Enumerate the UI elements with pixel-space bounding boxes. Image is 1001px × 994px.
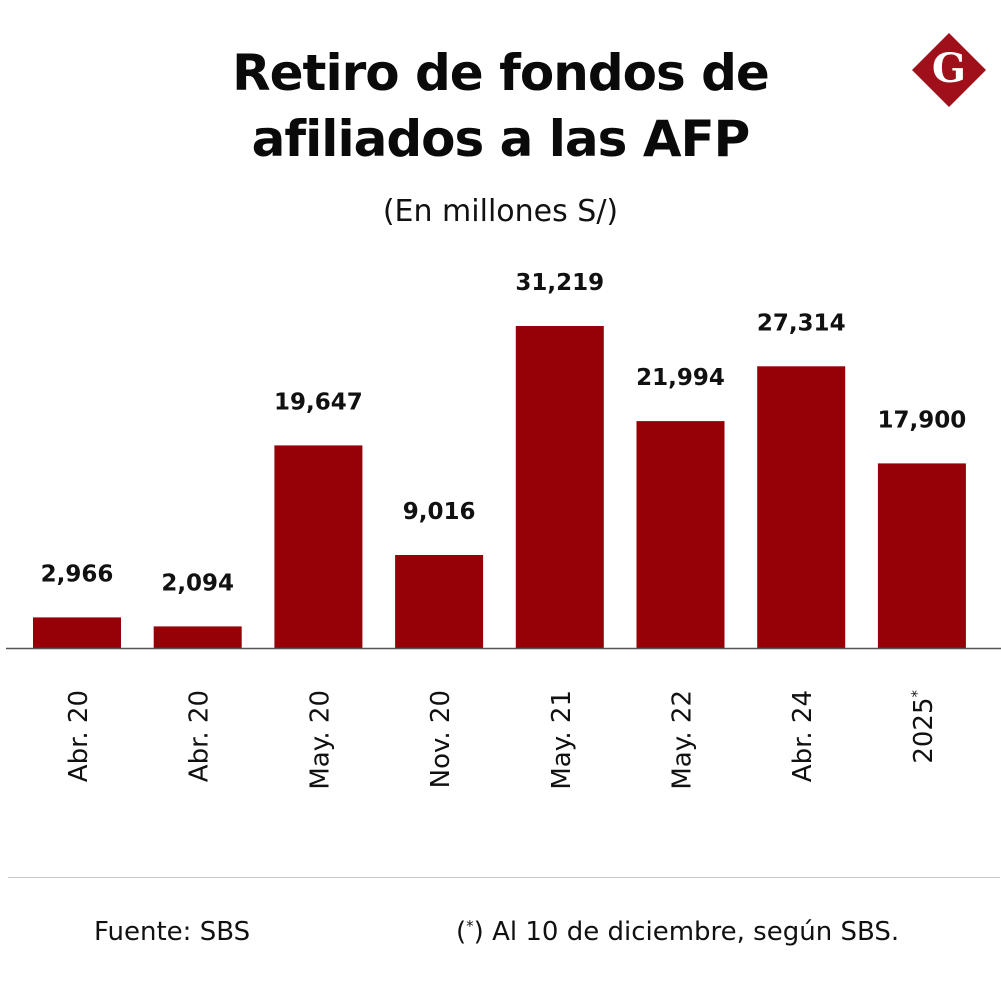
x-tick-label: Abr. 20 <box>185 690 215 782</box>
source-note: Fuente: SBS <box>94 917 251 947</box>
bar <box>636 421 725 648</box>
footnote: (*) Al 10 de diciembre, según SBS. <box>456 914 899 950</box>
bar <box>515 326 604 648</box>
chart-subtitle: (En millones S/) <box>382 194 619 229</box>
brand-logo-icon: G <box>912 33 986 107</box>
bar <box>877 463 966 648</box>
bar <box>153 626 242 648</box>
footnote-open-paren: ( <box>456 917 467 947</box>
x-tick-label: May. 21 <box>547 690 577 790</box>
x-tick-label: Abr. 24 <box>788 690 818 782</box>
x-tick-label: Abr. 20 <box>64 690 94 782</box>
bar-value-label: 17,900 <box>878 407 967 433</box>
x-tick-footnote-mark: * <box>908 690 926 698</box>
chart-title-line-1: Retiro de fondos de <box>232 44 770 102</box>
brand-logo-diamond <box>912 33 986 107</box>
bar <box>33 617 121 648</box>
bar-value-label: 21,994 <box>636 365 725 391</box>
footnote-text: Al 10 de diciembre, según SBS. <box>483 917 900 947</box>
bar-value-label: 19,647 <box>274 389 363 415</box>
footnote-asterisk: * <box>466 917 474 935</box>
bar-value-label: 31,219 <box>515 270 604 296</box>
footnote-close-paren: ) <box>473 917 484 947</box>
x-tick-label: May. 20 <box>305 690 335 790</box>
bar <box>395 555 484 648</box>
bar-value-label: 9,016 <box>403 499 476 525</box>
x-tick-label: 2025* <box>908 690 939 764</box>
chart-title-line-2: afiliados a las AFP <box>251 110 751 168</box>
bar <box>274 445 363 648</box>
bar <box>757 366 846 648</box>
x-tick-label: May. 22 <box>668 690 698 790</box>
bar-chart: 2,966 Abr. 20 2,094 Abr. 20 19,647 May. 20 9,0… <box>6 270 1001 790</box>
brand-logo-letter: G <box>932 45 966 92</box>
bar-value-label: 2,094 <box>161 570 234 596</box>
bar-value-label: 2,966 <box>41 561 114 587</box>
x-tick-label: Nov. 20 <box>426 690 456 788</box>
footer-divider <box>8 877 1000 878</box>
bar-value-label: 27,314 <box>757 310 846 336</box>
